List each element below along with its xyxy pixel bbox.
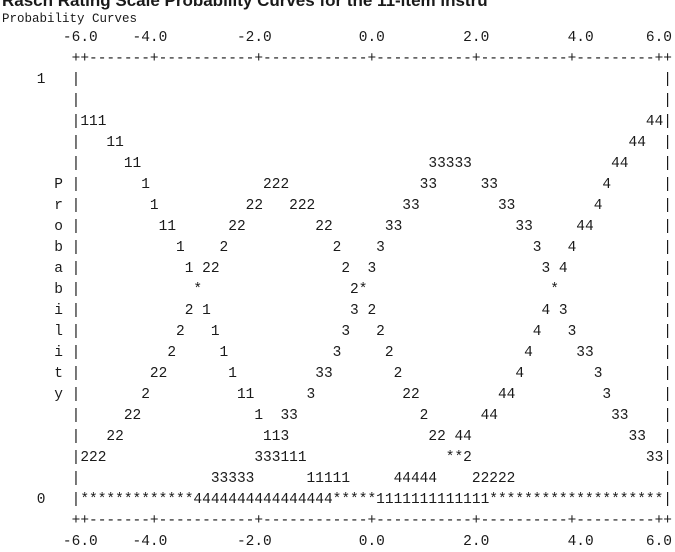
plot-line: | 22 113 22 44 33 |	[2, 429, 673, 445]
plot-line: | 33333 11111 44444 22222 |	[2, 471, 673, 487]
plot-line: | 22 1 33 2 44 33 |	[2, 408, 673, 424]
plot-line: -6.0 -4.0 -2.0 0.0 2.0 4.0 6.0	[2, 534, 673, 550]
plot-line: l | 2 1 3 2 4 3 |	[2, 324, 673, 340]
plot-line: P | 1 222 33 33 4 |	[2, 177, 673, 193]
subtitle: Probability Curves	[2, 12, 138, 26]
plot-line: |111 44|	[2, 114, 673, 130]
plot-line: 1 | |	[2, 72, 673, 88]
plot-line: | 11 33333 44 |	[2, 156, 673, 172]
plot-line: y | 2 11 3 22 44 3 |	[2, 387, 673, 403]
plot-line: i | 2 1 3 2 4 3 |	[2, 303, 673, 319]
text-plot: -6.0 -4.0 -2.0 0.0 2.0 4.0 6.0 ++-------…	[0, 28, 675, 552]
plot-line: a | 1 22 2 3 3 4 |	[2, 261, 673, 277]
plot-line: -6.0 -4.0 -2.0 0.0 2.0 4.0 6.0	[2, 30, 673, 46]
plot-line: ++-------+-----------+------------+-----…	[2, 513, 673, 529]
plot-line: b | 1 2 2 3 3 4 |	[2, 240, 673, 256]
plot-line: ++-------+-----------+------------+-----…	[2, 51, 673, 67]
title: Rasch Rating Scale Probability Curves fo…	[2, 0, 488, 10]
plot-line: | |	[2, 93, 673, 109]
plot-line: t | 22 1 33 2 4 3 |	[2, 366, 673, 382]
plot-line: |222 333111 **2 33|	[2, 450, 673, 466]
plot-line: i | 2 1 3 2 4 33 |	[2, 345, 673, 361]
plot-line: o | 11 22 22 33 33 44 |	[2, 219, 673, 235]
plot-line: 0 |*************4444444444444444*****111…	[2, 492, 673, 508]
plot-line: | 11 44 |	[2, 135, 673, 151]
plot-line: b | * 2* * |	[2, 282, 673, 298]
plot-line: r | 1 22 222 33 33 4 |	[2, 198, 673, 214]
